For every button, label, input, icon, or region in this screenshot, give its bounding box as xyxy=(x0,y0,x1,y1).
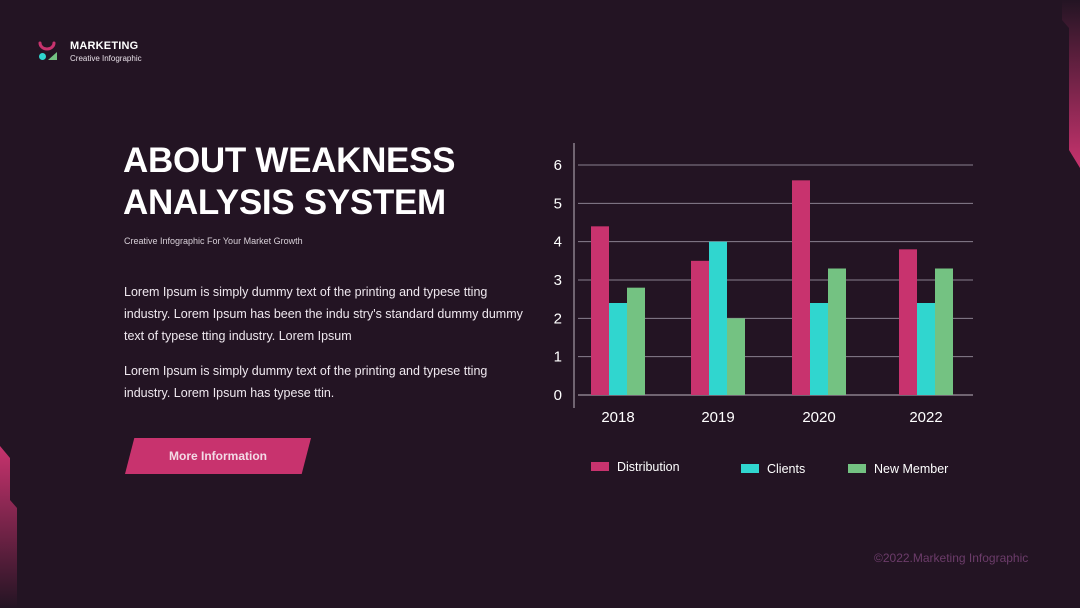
y-tick-label: 2 xyxy=(554,310,562,327)
bar-chart: 0 1 2 3 4 5 6 2018 2019 2020 2022 Distribution Clien… xyxy=(554,143,973,476)
bar xyxy=(828,268,846,395)
marketing-logo-icon xyxy=(38,41,57,60)
y-tick-label: 4 xyxy=(554,234,562,251)
bar xyxy=(691,260,709,395)
button-background xyxy=(125,438,311,474)
legend-swatch xyxy=(848,464,866,473)
x-tick-label: 2020 xyxy=(802,409,835,426)
page-subtitle: Creative Infographic For Your Market Gro… xyxy=(124,236,303,246)
legend-label: Clients xyxy=(767,462,805,476)
y-tick-label: 6 xyxy=(554,157,562,174)
x-tick-label: 2022 xyxy=(909,409,942,426)
x-tick-label: 2018 xyxy=(601,409,634,426)
body-paragraph-1: Lorem Ipsum is simply dummy text of the … xyxy=(124,285,523,343)
bar xyxy=(727,318,745,395)
brand-subtitle: Creative Infographic xyxy=(70,54,142,63)
bar xyxy=(917,303,935,395)
body-paragraph-2: Lorem Ipsum is simply dummy text of the … xyxy=(124,364,488,400)
legend-label: Distribution xyxy=(617,460,680,474)
y-tick-label: 0 xyxy=(554,387,562,404)
bar xyxy=(899,249,917,395)
bar xyxy=(810,303,828,395)
bar xyxy=(792,180,810,395)
page-title: ABOUT WEAKNESS ANALYSIS SYSTEM xyxy=(123,140,483,224)
legend-swatch xyxy=(591,462,609,471)
more-information-button[interactable]: More Information xyxy=(125,438,311,474)
bar xyxy=(627,287,645,395)
top-right-decoration xyxy=(1062,0,1080,168)
brand-title: MARKETING xyxy=(70,40,139,52)
bar xyxy=(709,241,727,395)
page-title-line-1: ABOUT WEAKNESS xyxy=(123,141,456,180)
button-label: More Information xyxy=(169,449,267,463)
y-tick-label: 3 xyxy=(554,272,562,289)
y-tick-label: 5 xyxy=(554,195,562,212)
x-tick-label: 2019 xyxy=(701,409,734,426)
y-tick-label: 1 xyxy=(554,349,562,366)
page-title-line-2: ANALYSIS SYSTEM xyxy=(123,183,446,222)
legend-label: New Member xyxy=(874,462,948,476)
legend-swatch xyxy=(741,464,759,473)
footer-copyright: ©2022.Marketing Infographic xyxy=(874,551,1029,565)
bar xyxy=(591,226,609,395)
bar xyxy=(935,268,953,395)
bottom-left-decoration xyxy=(0,446,17,608)
bar xyxy=(609,303,627,395)
